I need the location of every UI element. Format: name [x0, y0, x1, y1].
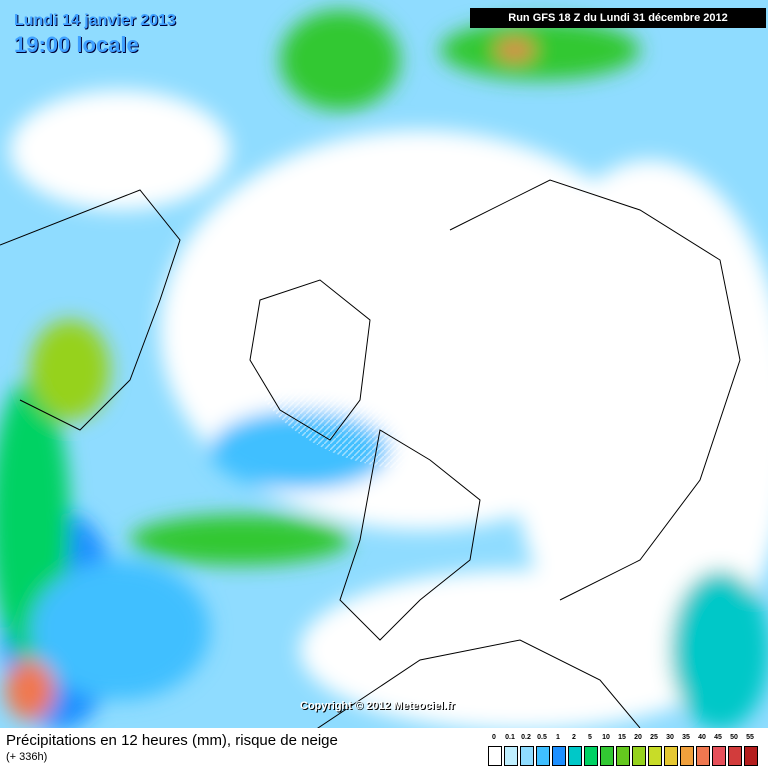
legend-label: 10: [602, 734, 610, 741]
legend-label: 5: [588, 734, 592, 741]
legend-swatch: [744, 746, 758, 766]
footer: Précipitations en 12 heures (mm), risque…: [0, 728, 768, 768]
footer-subtitle: (+ 336h): [6, 751, 48, 763]
legend-swatch: [584, 746, 598, 766]
legend-label: 25: [650, 734, 658, 741]
legend-swatch: [712, 746, 726, 766]
run-info: Run GFS 18 Z du Lundi 31 décembre 2012: [470, 8, 766, 28]
legend-label: 0.2: [521, 734, 531, 741]
legend-label: 55: [746, 734, 754, 741]
legend-label: 0.5: [537, 734, 547, 741]
legend-swatch: [504, 746, 518, 766]
legend-swatch: [728, 746, 742, 766]
legend-swatch: [696, 746, 710, 766]
legend-label: 0: [492, 734, 496, 741]
legend-swatch: [648, 746, 662, 766]
legend-label: 50: [730, 734, 738, 741]
legend-label: 2: [572, 734, 576, 741]
legend-swatch: [520, 746, 534, 766]
legend-swatch: [600, 746, 614, 766]
date: Lundi 14 janvier 2013: [14, 12, 176, 29]
legend-label: 15: [618, 734, 626, 741]
legend-swatch: [680, 746, 694, 766]
footer-title: Précipitations en 12 heures (mm), risque…: [6, 732, 338, 749]
legend-label: 1: [556, 734, 560, 741]
map: [0, 0, 768, 728]
legend-label: 30: [666, 734, 674, 741]
legend-label: 45: [714, 734, 722, 741]
legend-swatch: [616, 746, 630, 766]
legend-swatch: [536, 746, 550, 766]
copyright: Copyright © 2012 Meteociel.fr: [300, 700, 455, 712]
legend-label: 20: [634, 734, 642, 741]
legend-label: 0.1: [505, 734, 515, 741]
legend-swatch: [664, 746, 678, 766]
legend-swatch: [552, 746, 566, 766]
legend-label: 40: [698, 734, 706, 741]
legend-swatch: [488, 746, 502, 766]
legend-label: 35: [682, 734, 690, 741]
legend-swatch: [632, 746, 646, 766]
time: 19:00 locale: [14, 32, 139, 57]
legend-swatch: [568, 746, 582, 766]
